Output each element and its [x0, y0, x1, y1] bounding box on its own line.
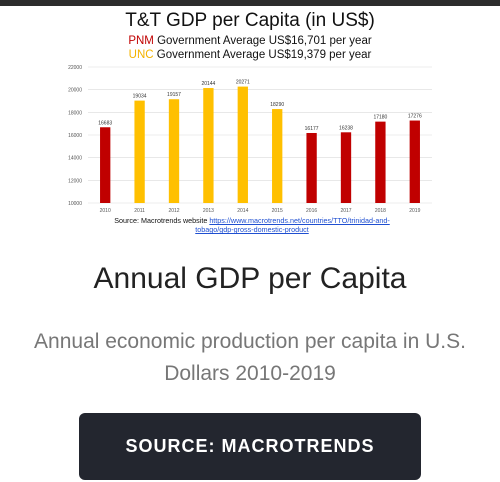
- bar-2013: [203, 88, 214, 203]
- data-label: 16238: [339, 125, 353, 131]
- bar-chart: 10000 12000 14000 16000 18000 20000 22000 16683…: [68, 65, 432, 214]
- y-tick-label: 16000: [68, 133, 82, 139]
- page-heading: Annual GDP per Capita: [93, 262, 407, 295]
- bar-2015: [272, 109, 283, 203]
- pnm-label: PNM: [128, 35, 154, 47]
- chart-figure: T&T GDP per Capita (in US$) PNM Governme…: [52, 8, 448, 240]
- x-tick-label: 2014: [237, 208, 248, 214]
- y-tick-label: 22000: [68, 65, 82, 71]
- x-tick-label: 2010: [100, 208, 111, 214]
- data-label: 20271: [236, 80, 250, 86]
- x-tick-label: 2015: [272, 208, 283, 214]
- data-label: 16177: [305, 126, 319, 132]
- data-label: 19157: [167, 92, 181, 98]
- x-tick-label: 2016: [306, 208, 317, 214]
- bar-2019: [409, 120, 420, 203]
- x-tick-label: 2019: [409, 208, 420, 214]
- data-label: 18290: [270, 102, 284, 108]
- source-macrotrends-button[interactable]: SOURCE: MACROTRENDS: [79, 413, 421, 480]
- chart-subtitle-pnm: PNM Government Average US$16,701 per yea…: [52, 35, 448, 47]
- data-label: 17276: [408, 114, 422, 120]
- data-label: 19034: [133, 94, 147, 100]
- top-bar: [0, 0, 500, 6]
- bar-2016: [306, 132, 317, 203]
- bar-2011: [134, 100, 145, 203]
- page-description: Annual economic production per capita in…: [34, 330, 466, 385]
- x-tick-label: 2017: [340, 208, 351, 214]
- y-tick-label: 12000: [68, 178, 82, 184]
- bar-2010: [100, 127, 111, 203]
- y-tick-label: 14000: [68, 156, 82, 162]
- x-tick-label: 2012: [168, 208, 179, 214]
- chart-subtitle-unc: UNC Government Average US$19,379 per yea…: [52, 49, 448, 61]
- y-tick-label: 20000: [68, 88, 82, 94]
- pnm-average-text: Government Average US$16,701 per year: [153, 35, 372, 47]
- x-tick-label: 2013: [203, 208, 214, 214]
- data-label: 17180: [373, 115, 387, 121]
- unc-average-text: Government Average US$19,379 per year: [153, 49, 372, 61]
- x-tick-label: 2011: [134, 208, 145, 214]
- y-tick-label: 18000: [68, 110, 82, 116]
- y-tick-label: 10000: [68, 201, 82, 207]
- bar-2014: [237, 86, 248, 203]
- data-label: 20144: [201, 81, 215, 87]
- source-text: Source: Macrotrends website: [114, 216, 210, 225]
- data-label: 16683: [98, 120, 112, 126]
- bar-2018: [375, 121, 386, 203]
- x-tick-label: 2018: [375, 208, 386, 214]
- unc-label: UNC: [128, 49, 154, 61]
- bar-2017: [340, 132, 352, 203]
- bar-2012: [168, 99, 180, 203]
- chart-title: T&T GDP per Capita (in US$): [125, 10, 375, 31]
- source-link[interactable]: https://www.macrotrends.net/countries/TT…: [195, 216, 390, 234]
- chart-source: Source: Macrotrends website https://www.…: [102, 216, 402, 234]
